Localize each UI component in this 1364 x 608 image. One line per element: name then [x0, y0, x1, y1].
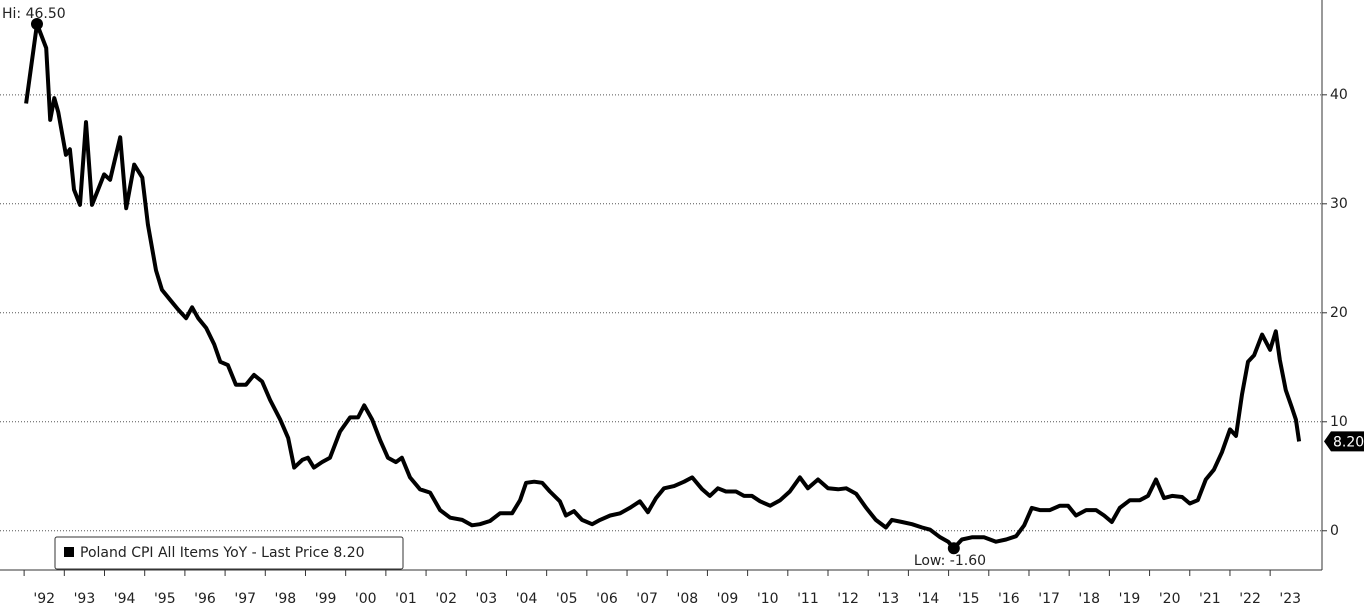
x-tick-label: '09 — [717, 591, 739, 607]
legend-swatch — [64, 547, 74, 557]
x-tick-label: '22 — [1239, 591, 1261, 607]
y-tick-label: 0 — [1330, 523, 1339, 539]
high-marker — [30, 17, 43, 30]
y-tick-label: 30 — [1330, 196, 1348, 212]
low-label: Low: -1.60 — [914, 553, 986, 569]
x-tick-label: '15 — [958, 591, 980, 607]
y-tick-label: 10 — [1330, 414, 1348, 430]
x-tick-label: '97 — [234, 591, 256, 607]
x-tick-label: '02 — [435, 591, 457, 607]
x-tick-label: '92 — [33, 591, 55, 607]
x-tick-label: '13 — [877, 591, 899, 607]
x-tick-label: '93 — [74, 591, 96, 607]
x-tick-label: '96 — [194, 591, 216, 607]
x-tick-label: '07 — [636, 591, 658, 607]
x-tick-label: '05 — [556, 591, 578, 607]
series-line — [24, 22, 1302, 551]
x-tick-label: '99 — [315, 591, 337, 607]
x-tick-label: '94 — [114, 591, 136, 607]
last-price-tag — [1324, 431, 1364, 452]
x-tick-label: '08 — [676, 591, 698, 607]
high-label: Hi: 46.50 — [2, 6, 66, 22]
x-tick-label: '17 — [1038, 591, 1060, 607]
x-tick-label: '03 — [476, 591, 498, 607]
x-tick-label: '06 — [596, 591, 618, 607]
last-price-label: 8.20 — [1333, 434, 1364, 450]
x-tick-label: '98 — [275, 591, 297, 607]
x-tick-label: '19 — [1119, 591, 1141, 607]
x-tick-label: '14 — [918, 591, 940, 607]
x-tick-label: '21 — [1199, 591, 1221, 607]
legend-box — [54, 536, 404, 570]
y-tick-label: 20 — [1330, 305, 1348, 321]
x-tick-label: '16 — [998, 591, 1020, 607]
x-tick-label: '18 — [1078, 591, 1100, 607]
x-tick-label: '20 — [1159, 591, 1181, 607]
x-tick-label: '10 — [757, 591, 779, 607]
x-tick-label: '00 — [355, 591, 377, 607]
legend-label: Poland CPI All Items YoY - Last Price 8.… — [80, 545, 365, 561]
x-tick-label: '11 — [797, 591, 819, 607]
x-tick-label: '12 — [837, 591, 859, 607]
x-tick-label: '95 — [154, 591, 176, 607]
low-marker — [947, 542, 960, 555]
x-tick-label: '23 — [1279, 591, 1301, 607]
y-tick-label: 40 — [1330, 87, 1348, 103]
x-tick-label: '01 — [395, 591, 417, 607]
x-tick-label: '04 — [516, 591, 538, 607]
